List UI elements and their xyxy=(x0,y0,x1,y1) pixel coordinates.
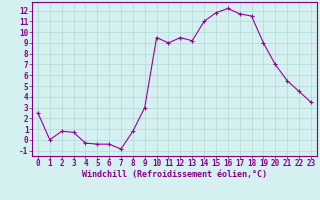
X-axis label: Windchill (Refroidissement éolien,°C): Windchill (Refroidissement éolien,°C) xyxy=(82,170,267,179)
